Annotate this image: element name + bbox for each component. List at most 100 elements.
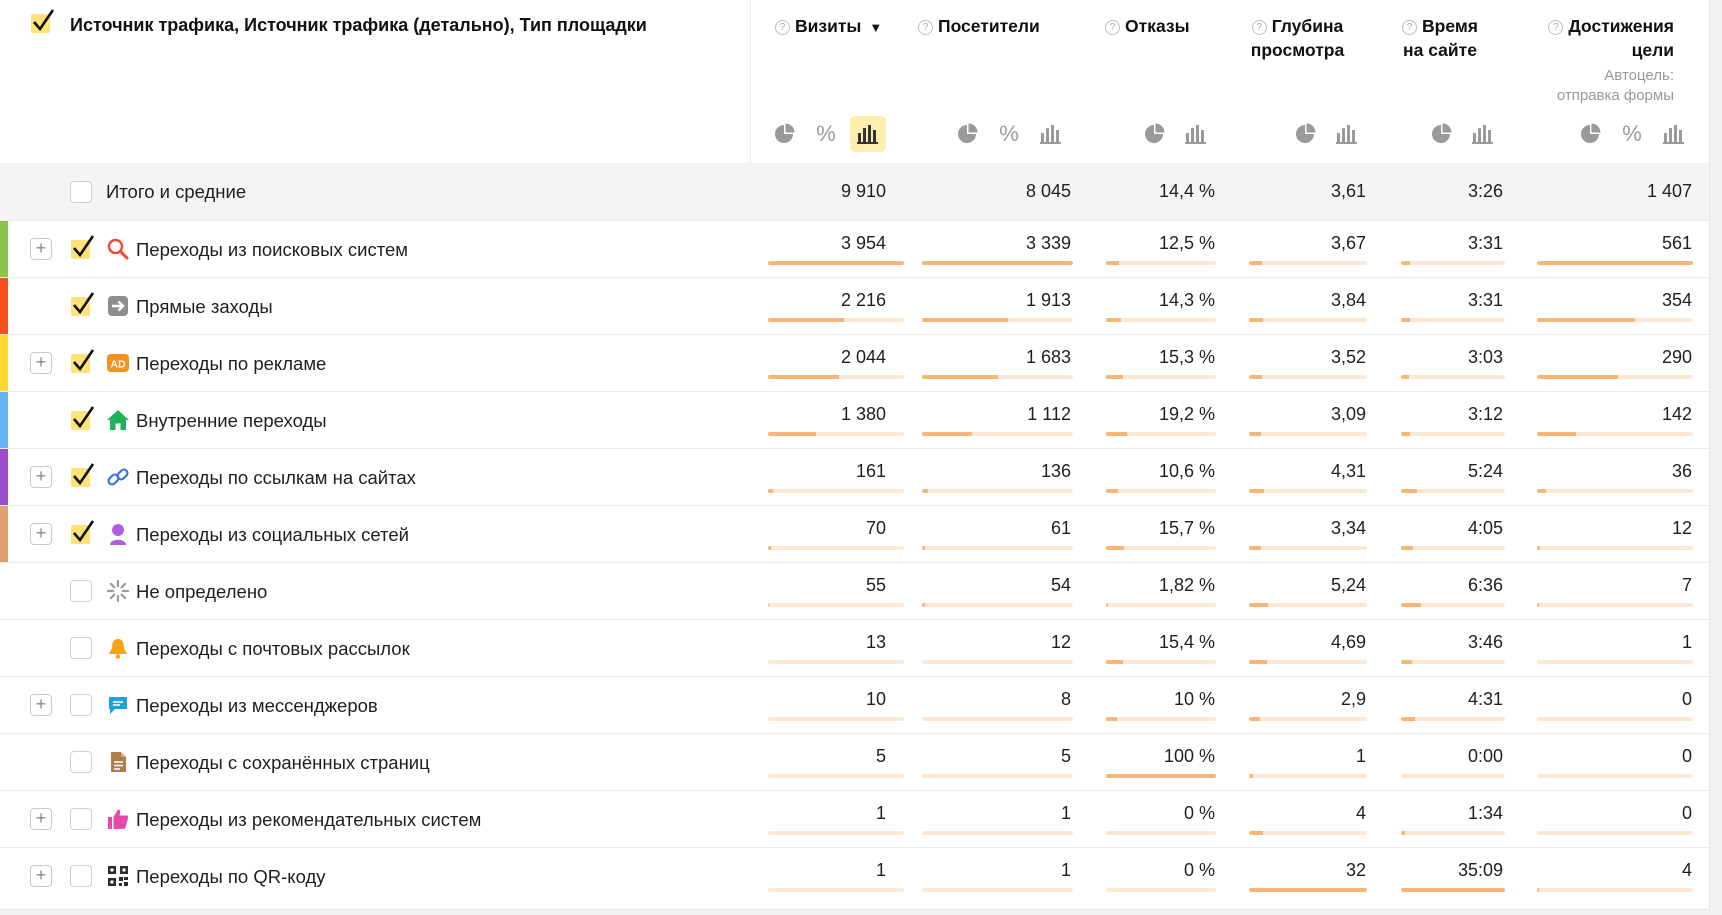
pie-chart-button[interactable] <box>1136 116 1172 152</box>
bar-chart-button[interactable] <box>1329 116 1365 152</box>
bar-fill <box>922 318 1009 322</box>
expand-button[interactable]: + <box>30 694 52 716</box>
bar-fill <box>768 546 771 550</box>
cell-bounce-bar <box>1106 375 1216 379</box>
row-checkbox[interactable] <box>70 865 92 887</box>
table-row[interactable]: + Переходы из поисковых систем 3 954 3 339 1… <box>0 220 1709 277</box>
bar-chart-button[interactable] <box>850 116 886 152</box>
table-row[interactable]: Прямые заходы 2 216 1 913 14,3 % 3,84 3:31 354 <box>0 277 1709 334</box>
expand-button[interactable]: + <box>30 352 52 374</box>
pie-chart-button[interactable] <box>1423 116 1459 152</box>
totals-checkbox[interactable] <box>70 181 92 203</box>
row-checkbox[interactable] <box>70 235 95 259</box>
help-icon[interactable]: ? <box>1105 20 1120 35</box>
table-row[interactable]: + Переходы из мессенджеров 10 8 10 % 2,9 4:31 0 <box>0 676 1709 733</box>
time-header[interactable]: ? Время на сайте <box>1402 16 1478 60</box>
percent-icon: % <box>816 121 836 146</box>
cell-visits: 3 954 <box>840 233 886 253</box>
row-label[interactable]: Переходы из рекомендательных систем <box>136 809 482 830</box>
pie-chart-icon <box>775 123 795 143</box>
cell-users-bar <box>922 489 1073 493</box>
table-row[interactable]: Внутренние переходы 1 380 1 112 19,2 % 3,09 3… <box>0 391 1709 448</box>
help-icon[interactable]: ? <box>1251 20 1267 35</box>
row-label[interactable]: Переходы по ссылкам на сайтах <box>136 467 416 488</box>
cell-visits-bar <box>768 717 904 721</box>
cell-users-bar <box>922 717 1073 721</box>
percent-button[interactable]: % <box>1614 116 1650 152</box>
help-icon[interactable]: ? <box>1402 20 1417 35</box>
expand-button[interactable]: + <box>30 238 52 260</box>
bar-fill <box>1249 717 1260 721</box>
bar-chart-button[interactable] <box>1178 116 1214 152</box>
cell-depth: 3,52 <box>1330 347 1366 367</box>
row-label[interactable]: Внутренние переходы <box>136 410 327 431</box>
row-label[interactable]: Прямые заходы <box>136 296 273 317</box>
table-row[interactable]: + Переходы из рекомендательных систем 1 1 0 … <box>0 790 1709 847</box>
bar-fill <box>768 375 839 379</box>
row-checkbox[interactable] <box>70 349 95 373</box>
expand-button[interactable]: + <box>30 466 52 488</box>
pie-chart-button[interactable] <box>949 116 985 152</box>
pie-chart-button[interactable] <box>1287 116 1323 152</box>
row-checkbox[interactable] <box>70 580 92 602</box>
table-row[interactable]: Переходы с сохранённых страниц 5 5 100 % 1 0:… <box>0 733 1709 790</box>
row-checkbox[interactable] <box>70 463 95 487</box>
visits-header[interactable]: ? Визиты ▼ <box>775 14 890 40</box>
bar-fill <box>1106 432 1127 436</box>
cell-goal-bar <box>1537 375 1693 379</box>
table-row[interactable]: Переходы с почтовых рассылок 13 12 15,4 % 4,… <box>0 619 1709 676</box>
row-checkbox[interactable] <box>70 520 95 544</box>
depth-header[interactable]: ? Глубина просмотра <box>1250 16 1345 60</box>
table-row[interactable]: + Переходы по QR-коду 1 1 0 % 32 35:09 4 <box>0 847 1709 904</box>
row-label[interactable]: Не определено <box>136 581 268 602</box>
table-row[interactable]: + AD Переходы по рекламе 2 044 1 683 15,3 % 3,… <box>0 334 1709 391</box>
link-icon <box>106 465 130 489</box>
dimensions-title[interactable]: Источник трафика, Источник трафика (дета… <box>70 15 647 35</box>
row-checkbox[interactable] <box>70 637 92 659</box>
pie-chart-button[interactable] <box>766 116 802 152</box>
row-checkbox[interactable] <box>70 292 95 316</box>
row-label[interactable]: Переходы по QR-коду <box>136 866 326 887</box>
cell-visits-bar <box>768 375 904 379</box>
cell-visits-bar <box>768 432 904 436</box>
expand-button[interactable]: + <box>30 865 52 887</box>
pie-chart-button[interactable] <box>1572 116 1608 152</box>
bar-fill <box>1537 432 1576 436</box>
percent-button[interactable]: % <box>991 116 1027 152</box>
bar-chart-button[interactable] <box>1465 116 1501 152</box>
goal-header[interactable]: ? Достижения цели <box>1520 14 1674 62</box>
sort-desc-icon[interactable]: ▼ <box>869 20 883 35</box>
percent-button[interactable]: % <box>808 116 844 152</box>
row-checkbox[interactable] <box>70 808 92 830</box>
help-icon[interactable]: ? <box>918 20 933 35</box>
help-icon[interactable]: ? <box>775 20 790 35</box>
row-label[interactable]: Переходы из социальных сетей <box>136 524 409 545</box>
row-label[interactable]: Переходы по рекламе <box>136 353 327 374</box>
expand-button[interactable]: + <box>30 808 52 830</box>
cell-users-bar <box>922 831 1073 835</box>
search-icon <box>106 237 130 261</box>
bar-chart-button[interactable] <box>1033 116 1069 152</box>
table-row[interactable]: Не определено 55 54 1,82 % 5,24 6:36 7 <box>0 562 1709 619</box>
row-label[interactable]: Переходы с почтовых рассылок <box>136 638 410 659</box>
bar-fill <box>1401 831 1406 835</box>
table-row[interactable]: + Переходы по ссылкам на сайтах 161 136 10,6… <box>0 448 1709 505</box>
bounce-header[interactable]: ? Отказы <box>1105 14 1215 38</box>
row-checkbox[interactable] <box>70 694 92 716</box>
cell-visits-bar <box>768 318 904 322</box>
expand-button[interactable]: + <box>30 523 52 545</box>
help-icon[interactable]: ? <box>1548 20 1564 35</box>
row-label[interactable]: Переходы с сохранённых страниц <box>136 752 430 773</box>
row-label[interactable]: Переходы из мессенджеров <box>136 695 378 716</box>
depth-view-buttons <box>1287 116 1365 152</box>
bar-fill <box>1401 660 1413 664</box>
select-all-checkbox[interactable] <box>30 8 55 33</box>
cell-goal: 0 <box>1681 803 1692 823</box>
row-checkbox[interactable] <box>70 406 95 430</box>
users-header[interactable]: ? Посетители <box>918 14 1058 38</box>
bar-chart-button[interactable] <box>1656 116 1692 152</box>
table-row[interactable]: + Переходы из социальных сетей 70 61 15,7 % 3… <box>0 505 1709 562</box>
row-label[interactable]: Переходы из поисковых систем <box>136 239 408 260</box>
row-checkbox[interactable] <box>70 751 92 773</box>
bar-fill <box>1249 318 1264 322</box>
